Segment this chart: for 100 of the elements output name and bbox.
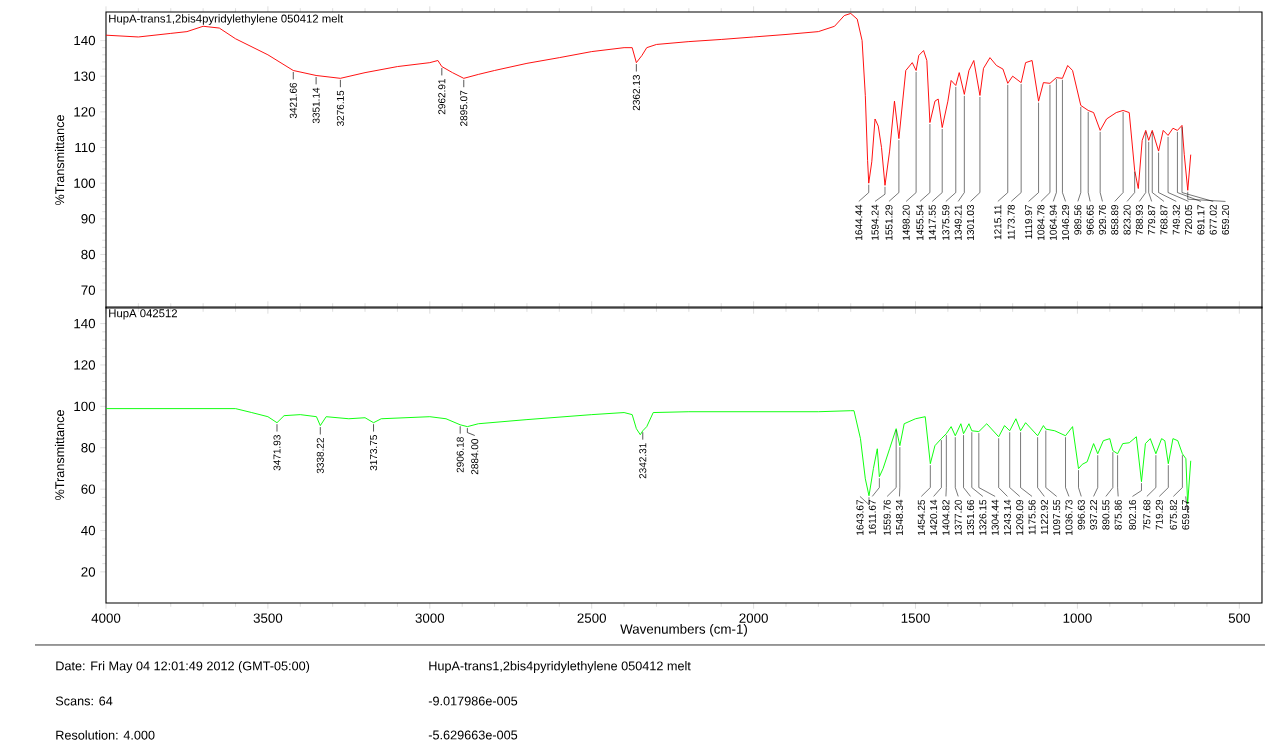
line-series [105, 12, 1192, 191]
annotation: 677.02 [1209, 205, 1217, 235]
y-axis-title: %Transmittance [54, 410, 65, 501]
annotation: 1349.21 [954, 205, 962, 240]
chart-title: HupA-trans1,2bis4pyridylethylene 050412 melt [109, 14, 344, 25]
text: -5.629663e-005 [428, 730, 518, 740]
annotation: 1551.29 [885, 205, 893, 240]
text: -9.017986e-005 [428, 696, 518, 706]
annotation: 996.63 [1077, 499, 1085, 530]
y-tick-label: 80 [81, 443, 96, 453]
annotation: 2884.00 [471, 438, 479, 475]
annotation: 719.29 [1155, 499, 1163, 530]
annotation: 966.65 [1086, 204, 1094, 235]
annotation: 2342.31 [639, 443, 647, 479]
annotation: 1417.55 [928, 204, 936, 240]
annotation: 675.82 [1169, 500, 1177, 530]
annotation: 1122.92 [1040, 500, 1048, 535]
annotation: 1548.34 [895, 499, 903, 535]
annotation: 1119.97 [1025, 205, 1033, 239]
text: Scans: 64 [55, 696, 113, 706]
annotation: 2895.07 [460, 90, 468, 126]
annotation: 749.32 [1172, 205, 1180, 235]
annotation: 1175.56 [1028, 499, 1036, 535]
y-tick-label: 100 [74, 401, 96, 412]
annotation: 757.68 [1143, 499, 1151, 530]
y-tick-label: 90 [81, 214, 96, 224]
y-tick-label: 100 [74, 178, 96, 188]
annotation: 659.20 [1221, 204, 1230, 235]
annotation: 1498.20 [902, 204, 910, 240]
annotation: 1375.59 [942, 205, 950, 240]
annotation: 890.55 [1102, 499, 1110, 530]
annotation: 1097.55 [1053, 499, 1061, 535]
x-tick-label: 2500 [577, 613, 607, 623]
y-tick-label: 120 [74, 360, 96, 370]
annotation: 3338.22 [316, 438, 324, 474]
y-tick-label: 130 [74, 71, 96, 81]
annotation: 1301.03 [966, 204, 974, 240]
annotation: 1455.54 [916, 204, 924, 240]
y-tick-label: 40 [81, 525, 96, 536]
annotation: 1215.11 [994, 205, 1002, 240]
annotation: 1243.14 [1003, 499, 1011, 535]
x-axis-title: Wavenumbers (cm-1) [620, 623, 747, 637]
annotation: 1377.20 [954, 499, 962, 535]
annotation: 1644.44 [855, 204, 863, 240]
text: Resolution: 4.000 [56, 730, 155, 740]
y-tick-label: 60 [81, 484, 96, 494]
y-tick-label: 70 [81, 285, 96, 295]
annotation: 1326.15 [979, 499, 987, 535]
x-tick-label: 4000 [91, 613, 121, 623]
annotation: 858.89 [1111, 205, 1119, 235]
annotation: 659.57 [1182, 500, 1190, 530]
annotation: 1559.76 [883, 499, 891, 535]
annotation: 3471.93 [273, 435, 281, 471]
annotation: 3351.14 [312, 87, 320, 124]
x-tick-label: 3000 [415, 613, 445, 623]
y-tick-label: 110 [75, 142, 96, 153]
x-tick-label: 2000 [739, 613, 768, 623]
annotation: 2906.18 [456, 437, 464, 473]
y-tick-label: 80 [81, 249, 96, 260]
annotation: 1351.66 [966, 499, 975, 535]
x-tick-label: 3500 [253, 613, 283, 623]
x-tick-label: 1500 [901, 613, 930, 623]
annotation: 1611.67 [868, 500, 876, 535]
x-tick-label: 1000 [1063, 613, 1092, 623]
annotation: 823.20 [1123, 204, 1131, 235]
annotation: 1064.94 [1049, 204, 1057, 240]
annotation: 989.56 [1074, 204, 1082, 235]
annotation: 1643.67 [856, 500, 864, 535]
annotation: 875.86 [1114, 499, 1122, 530]
annotation: 1046.29 [1061, 205, 1070, 240]
annotation: 1209.09 [1016, 499, 1024, 535]
annotation: 3173.75 [370, 435, 378, 471]
annotation: 3276.15 [336, 90, 344, 127]
text: Date: Fri May 04 12:01:49 2012 (GMT-05:00) [56, 661, 310, 673]
annotation: 720.05 [1185, 204, 1193, 235]
annotation: 1173.78 [1007, 204, 1015, 240]
x-tick-label: 500 [1228, 613, 1250, 623]
annotation: 2362.13 [632, 75, 640, 111]
annotation: 691.17 [1197, 205, 1205, 235]
annotation: 1084.78 [1037, 204, 1045, 240]
text: HupA-trans1,2bis4pyridylethylene 050412 melt [429, 661, 691, 673]
annotation: 1454.25 [917, 499, 925, 535]
chart-title: HupA 042512 [109, 309, 177, 320]
annotation: 3421.66 [289, 82, 297, 119]
annotation: 937.22 [1090, 500, 1098, 530]
annotation: 1304.44 [991, 499, 999, 535]
y-tick-label: 20 [81, 567, 96, 577]
annotation: 768.87 [1160, 205, 1168, 235]
annotation: 1404.82 [942, 500, 950, 535]
annotation: 802.16 [1128, 499, 1137, 530]
annotation: 779.87 [1148, 205, 1156, 235]
y-tick-label: 120 [74, 107, 96, 117]
annotation: 2962.91 [438, 79, 446, 115]
y-axis-title: %Transmittance [54, 115, 65, 206]
annotation: 1420.14 [930, 499, 938, 535]
y-tick-label: 140 [74, 318, 96, 329]
annotation: 1036.73 [1065, 499, 1073, 535]
annotation: 1594.24 [871, 204, 879, 240]
y-tick-label: 140 [74, 35, 96, 46]
annotation: 788.93 [1135, 204, 1143, 235]
